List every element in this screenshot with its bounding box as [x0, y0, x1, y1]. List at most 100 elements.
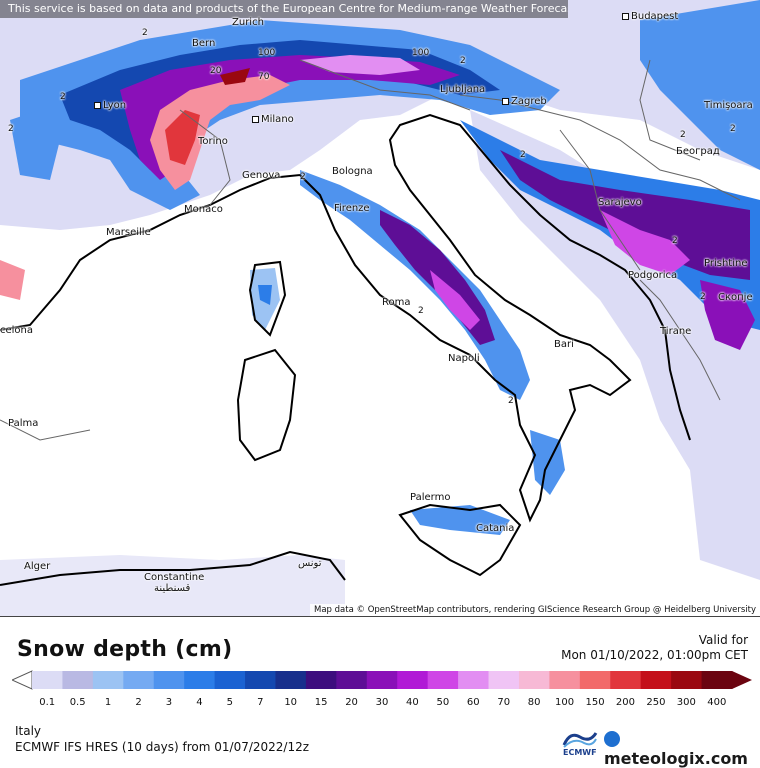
scale-tick-label: 1	[104, 697, 112, 708]
valid-datetime: Mon 01/10/2022, 01:00pm CET	[561, 648, 748, 662]
city-label: Marseille	[106, 227, 151, 238]
city-label: Genova	[242, 170, 281, 181]
contour-label: 70	[258, 72, 270, 82]
scale-swatch	[62, 671, 94, 689]
city-label: Sarajevo	[598, 197, 642, 208]
city-label: Budapest	[622, 11, 678, 22]
city-label: Palermo	[410, 492, 451, 503]
scale-swatch	[579, 671, 611, 689]
city-label: قسنطينة	[154, 583, 191, 594]
scale-tick-label: 70	[497, 697, 511, 708]
scale-swatch	[92, 671, 124, 689]
ecmwf-logo-icon	[562, 732, 598, 748]
city-label: Roma	[382, 297, 411, 308]
contour-label: 2	[730, 124, 736, 134]
region-label: Italy	[15, 724, 42, 738]
scale-tick-label: 20	[345, 697, 358, 708]
scale-tick-label: 3	[165, 697, 173, 708]
ecmwf-notice: This service is based on data and produc…	[0, 0, 568, 18]
color-scale-bar	[12, 670, 752, 690]
city-label: Podgorica	[628, 270, 678, 281]
scale-swatch	[458, 671, 490, 689]
city-label: Alger	[24, 561, 51, 572]
scale-tick-label: 10	[284, 697, 298, 708]
scale-max-arrow	[732, 671, 752, 689]
valid-label: Valid for	[698, 633, 748, 647]
legend-panel: Snow depth (cm) Valid for Mon 01/10/2022…	[0, 617, 760, 768]
contour-label: 2	[460, 56, 466, 66]
scale-tick-label: 5	[226, 697, 233, 708]
scale-swatch	[366, 671, 398, 689]
scale-swatch	[488, 671, 520, 689]
city-label: Napoli	[448, 353, 480, 364]
contour-label: 2	[680, 130, 686, 140]
city-label: Београд	[676, 146, 720, 157]
scale-swatch	[701, 671, 733, 689]
scale-swatch	[32, 671, 63, 689]
scale-tick-label: 4	[196, 697, 203, 708]
scale-swatch	[640, 671, 672, 689]
scale-tick-label: 60	[466, 697, 480, 708]
contour-label: 2	[300, 172, 306, 182]
scale-tick-label: 150	[585, 697, 605, 708]
contour-label: 2	[700, 292, 706, 302]
city-label: Catania	[476, 523, 515, 534]
scale-tick-label: 300	[676, 697, 696, 708]
city-label: Bologna	[332, 166, 373, 177]
scale-tick-label: 100	[555, 697, 575, 708]
contour-label: 20	[210, 66, 222, 76]
scale-swatch	[275, 671, 307, 689]
meteologix-logo[interactable]: meteologix.com	[604, 730, 760, 768]
scale-tick-label: 40	[406, 697, 419, 708]
scale-tick-label: 7	[257, 697, 264, 708]
map-attribution: Map data © OpenStreetMap contributors, r…	[310, 604, 760, 616]
scale-tick-label: 250	[646, 697, 666, 708]
scale-swatch	[427, 671, 459, 689]
scale-swatch	[549, 671, 581, 689]
scale-swatch	[153, 671, 185, 689]
city-label: Tirane	[660, 326, 692, 337]
scale-tick-label: 50	[436, 697, 450, 708]
city-label: Palma	[8, 418, 39, 429]
scale-tick-label: 200	[615, 697, 636, 708]
city-label: Firenze	[334, 203, 370, 214]
city-label: Timişoara	[704, 100, 753, 111]
contour-label: 100	[412, 48, 430, 58]
scale-tick-label: 15	[314, 697, 328, 708]
color-scale-ticks: 0.1 0.5 1 2 3 4 5 7 10 15 20 30 40 50 60 70 80 100 150 200 2…	[0, 697, 760, 711]
city-label: celona	[0, 325, 34, 336]
city-label: Bari	[554, 339, 574, 350]
city-label: Milano	[252, 114, 294, 125]
contour-label: 2	[520, 150, 526, 160]
scale-tick-label: 30	[375, 697, 389, 708]
globe-icon	[604, 731, 620, 747]
city-label: تونس	[298, 558, 322, 569]
city-label: Ljubljana	[440, 84, 486, 95]
scale-tick-label: 400	[707, 697, 727, 708]
scale-swatch	[305, 671, 337, 689]
scale-tick-label: 0.1	[39, 697, 56, 708]
scale-swatch	[184, 671, 216, 689]
city-label: Bern	[192, 38, 216, 49]
valid-time: Valid for Mon 01/10/2022, 01:00pm CET	[561, 633, 748, 663]
scale-swatch	[671, 671, 703, 689]
city-label: Prishtine	[704, 258, 748, 269]
scale-swatch	[397, 671, 429, 689]
contour-label: 2	[672, 236, 678, 246]
ecmwf-logo: ECMWF	[560, 729, 600, 759]
snow-depth-map[interactable]: This service is based on data and produc…	[0, 0, 760, 617]
scale-swatch	[214, 671, 246, 689]
city-label: Скопје	[718, 292, 753, 303]
city-label: Zagreb	[502, 96, 547, 107]
scale-tick-label: 0.5	[69, 697, 86, 708]
scale-swatch	[610, 671, 642, 689]
map-canvas	[0, 0, 760, 616]
model-run-label: ECMWF IFS HRES (10 days) from 01/07/2022…	[15, 740, 310, 754]
city-label: Monaco	[184, 204, 223, 215]
scale-swatch	[336, 671, 368, 689]
scale-tick-label: 2	[135, 697, 142, 708]
scale-swatch	[245, 671, 276, 689]
legend-title: Snow depth (cm)	[17, 637, 233, 662]
city-label: Zurich	[232, 17, 264, 28]
scale-swatch	[518, 671, 550, 689]
